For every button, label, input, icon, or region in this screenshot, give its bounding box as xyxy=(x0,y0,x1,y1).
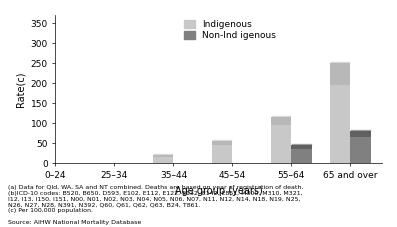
Bar xyxy=(212,138,232,141)
Text: (a) Data for Qld, WA, SA and NT combined. Deaths are based on year of registrati: (a) Data for Qld, WA, SA and NT combined… xyxy=(8,185,303,225)
Bar xyxy=(351,131,371,137)
Bar xyxy=(351,131,371,163)
Bar xyxy=(271,117,291,163)
Bar xyxy=(153,153,173,155)
X-axis label: Age group (years): Age group (years) xyxy=(175,186,262,196)
Bar xyxy=(291,143,312,145)
Bar xyxy=(291,145,312,163)
Bar xyxy=(330,63,351,163)
Bar xyxy=(153,155,173,163)
Bar xyxy=(212,141,232,163)
Bar xyxy=(153,155,173,157)
Bar xyxy=(271,115,291,117)
Bar xyxy=(351,129,371,131)
Y-axis label: Rate(c): Rate(c) xyxy=(15,72,25,107)
Bar xyxy=(291,145,312,149)
Bar xyxy=(330,63,351,85)
Bar xyxy=(330,61,351,63)
Legend: Indigenous, Non-Ind igenous: Indigenous, Non-Ind igenous xyxy=(184,20,276,40)
Bar xyxy=(212,141,232,145)
Bar xyxy=(271,117,291,125)
